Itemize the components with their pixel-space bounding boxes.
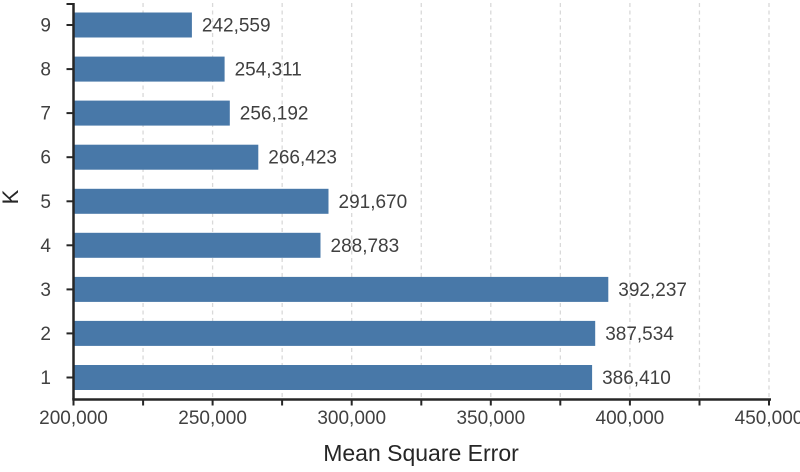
value-label: 242,559 [202, 16, 271, 37]
bar [74, 12, 192, 38]
value-label: 386,410 [602, 368, 671, 389]
bar [74, 365, 593, 390]
category-label: 9 [40, 16, 51, 37]
bar [74, 276, 609, 302]
value-label: 291,670 [339, 192, 408, 213]
x-axis-title: Mean Square Error [323, 440, 519, 466]
category-label: 4 [40, 236, 51, 257]
x-tick-label: 250,000 [178, 408, 247, 429]
x-tick-label: 450,000 [735, 408, 800, 429]
value-label: 288,783 [331, 236, 400, 257]
category-label: 6 [40, 148, 51, 169]
category-label: 7 [40, 104, 51, 125]
value-label: 387,534 [605, 324, 674, 345]
bar [74, 188, 329, 214]
bar [74, 320, 596, 346]
value-label: 256,192 [240, 104, 309, 125]
x-tick-label: 350,000 [456, 408, 525, 429]
category-label: 2 [40, 324, 51, 345]
category-label: 8 [40, 60, 51, 81]
x-tick-label: 200,000 [39, 408, 108, 429]
category-label: 3 [40, 280, 51, 301]
bar [74, 100, 230, 126]
bar [74, 144, 259, 170]
bar [74, 232, 321, 258]
bar [74, 56, 225, 82]
value-label: 254,311 [235, 60, 302, 81]
category-label: 5 [40, 192, 51, 213]
bar-layer: 242,559 254,311 256,192 266,423 291,670 288,7… [74, 12, 687, 390]
value-label: 392,237 [618, 280, 687, 301]
x-tick-label: 300,000 [317, 408, 386, 429]
x-tick-label: 400,000 [596, 408, 665, 429]
category-label: 1 [40, 368, 51, 389]
axis-layer: 9 8 7 6 5 4 3 2 1 200,000 250,000 300,000 350,000 400… [39, 3, 800, 429]
y-axis-title: K [0, 189, 23, 204]
value-label: 266,423 [268, 148, 337, 169]
